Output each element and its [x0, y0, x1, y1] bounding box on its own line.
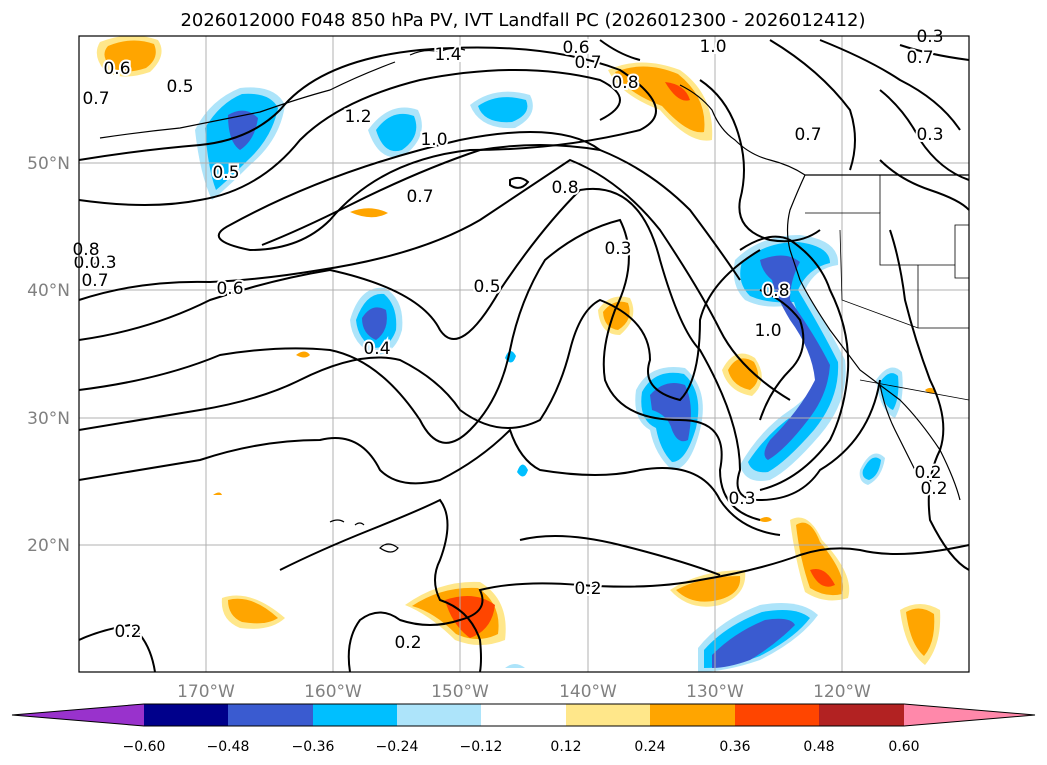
colorbar-tick-label: −0.24 [376, 739, 419, 755]
contour-label: 0.3 [916, 27, 943, 47]
contour-label: 0.3 [604, 239, 631, 259]
colorbar-tick-label: −0.36 [292, 739, 335, 755]
contour-label: 0.6 [103, 59, 130, 79]
shade-band-westcoast-negative [733, 235, 846, 481]
contour-label: 1.4 [434, 45, 461, 65]
shade-blob-small-negative-2 [517, 464, 528, 477]
contour-label: 0.7 [406, 187, 433, 207]
colorbar-tick-label: −0.60 [123, 739, 166, 755]
contour-label: 0.8 [762, 281, 789, 301]
contour-label: 0.8 [611, 73, 638, 93]
contour-label: 0.7 [574, 53, 601, 73]
colorbar-segment [481, 704, 566, 726]
colorbar-tick-label: 0.60 [888, 739, 919, 755]
lat-label-50n: 50°N [27, 154, 70, 174]
contour-label: 0.2 [920, 479, 947, 499]
colorbar-tick-label: 0.12 [550, 739, 581, 755]
contour-labels: 0.6 1.4 1.0 0.6 0.7 0.8 0.5 0.7 1.2 1.0 … [70, 25, 949, 655]
contour-label: 0.5 [212, 163, 239, 183]
shade-blob-small-positive-1 [350, 208, 388, 218]
contour-label: 0.2 [574, 579, 601, 599]
graticule [79, 36, 969, 672]
colorbar-tick-label: 0.24 [634, 739, 665, 755]
shade-blob-small-positive-3 [213, 492, 222, 495]
colorbar-outline [11, 703, 1036, 727]
lon-label-130w: 130°W [686, 682, 744, 702]
shade-blob-southeast-positive [790, 517, 850, 601]
contour-label: 0.7 [82, 89, 109, 109]
shade-blob-gulf-negative [368, 91, 533, 158]
shade-blob-southern-negative [698, 602, 818, 672]
contour-label: 1.0 [699, 37, 726, 57]
contour-label: 1.0 [420, 130, 447, 150]
coastlines [99, 47, 969, 553]
figure-title: 2026012000 F048 850 hPa PV, IVT Landfall… [180, 10, 865, 31]
colorbar-tick-label: −0.12 [460, 739, 503, 755]
shade-blob-mexico-positive [900, 604, 941, 665]
lon-label-160w: 160°W [304, 682, 362, 702]
contour-label: 0.2 [914, 463, 941, 483]
contour-label: 0.7 [81, 271, 108, 291]
colorbar-segment [228, 704, 313, 726]
shade-blob-central-negative [350, 287, 403, 355]
colorbar-segment [735, 704, 819, 726]
lat-label-40n: 40°N [27, 281, 70, 301]
colorbar-segment [397, 704, 481, 726]
contour-label: 0.4 [363, 339, 390, 359]
contour-label: 0.6 [216, 279, 243, 299]
shade-blob-southwest-positive [221, 595, 285, 629]
shade-blob-small-negative-3 [505, 664, 525, 668]
contour-label: 0.5 [473, 277, 500, 297]
shade-blob-nw-positive [96, 35, 162, 77]
lon-label-170w: 170°W [177, 682, 235, 702]
colorbar-segment [819, 704, 904, 726]
contour-label: 0.2 [114, 622, 141, 642]
lat-label-30n: 30°N [27, 409, 70, 429]
colorbar: −0.60 −0.48 −0.36 −0.24 −0.12 0.12 0.24 … [11, 703, 1036, 755]
colorbar-segment [904, 704, 1035, 726]
shade-blob-hawaii-east-positive [670, 570, 746, 607]
contour-label: 0.2 [394, 633, 421, 653]
shade-blob-small-positive-2 [296, 351, 310, 358]
contour-label: 1.2 [344, 107, 371, 127]
lon-label-140w: 140°W [559, 682, 617, 702]
contour-label: 1.0 [754, 321, 781, 341]
longitude-labels: 170°W 160°W 150°W 140°W 130°W 120°W [177, 682, 871, 702]
map-panel: 0.6 1.4 1.0 0.6 0.7 0.8 0.5 0.7 1.2 1.0 … [70, 25, 970, 673]
colorbar-tick-label: 0.48 [803, 739, 834, 755]
latitude-labels: 50°N 40°N 30°N 20°N [27, 154, 70, 556]
colorbar-ticks: −0.60 −0.48 −0.36 −0.24 −0.12 0.12 0.24 … [123, 739, 920, 755]
contour-label: 0.3 [89, 253, 116, 273]
colorbar-segment [313, 704, 397, 726]
pv-contours [78, 39, 970, 673]
contour-label: 0.3 [728, 489, 755, 509]
colorbar-tick-label: −0.48 [207, 739, 250, 755]
lat-label-20n: 20°N [27, 536, 70, 556]
colorbar-segment [12, 704, 144, 726]
contour-label: 0.8 [551, 178, 578, 198]
contour-label: 0.5 [166, 77, 193, 97]
shade-blob-aleutian-negative [195, 87, 285, 200]
contour-label: 0.8 [72, 240, 99, 260]
map-frame [78, 35, 970, 673]
lon-label-150w: 150°W [431, 682, 489, 702]
colorbar-segment [566, 704, 650, 726]
colorbar-segments [11, 703, 1036, 727]
colorbar-tick-label: 0.36 [719, 739, 750, 755]
shade-blob-coastal-positive [722, 353, 762, 396]
shade-blob-small-positive-4 [758, 517, 772, 522]
contour-label: 0.7 [906, 48, 933, 68]
contour-label: 0.6 [562, 38, 589, 58]
contour-label: 0.7 [794, 125, 821, 145]
colorbar-segment [650, 704, 735, 726]
colorbar-segment [144, 704, 228, 726]
contour-label: 0.2 [73, 253, 100, 273]
lon-label-120w: 120°W [813, 682, 871, 702]
contour-label: 0.3 [916, 125, 943, 145]
